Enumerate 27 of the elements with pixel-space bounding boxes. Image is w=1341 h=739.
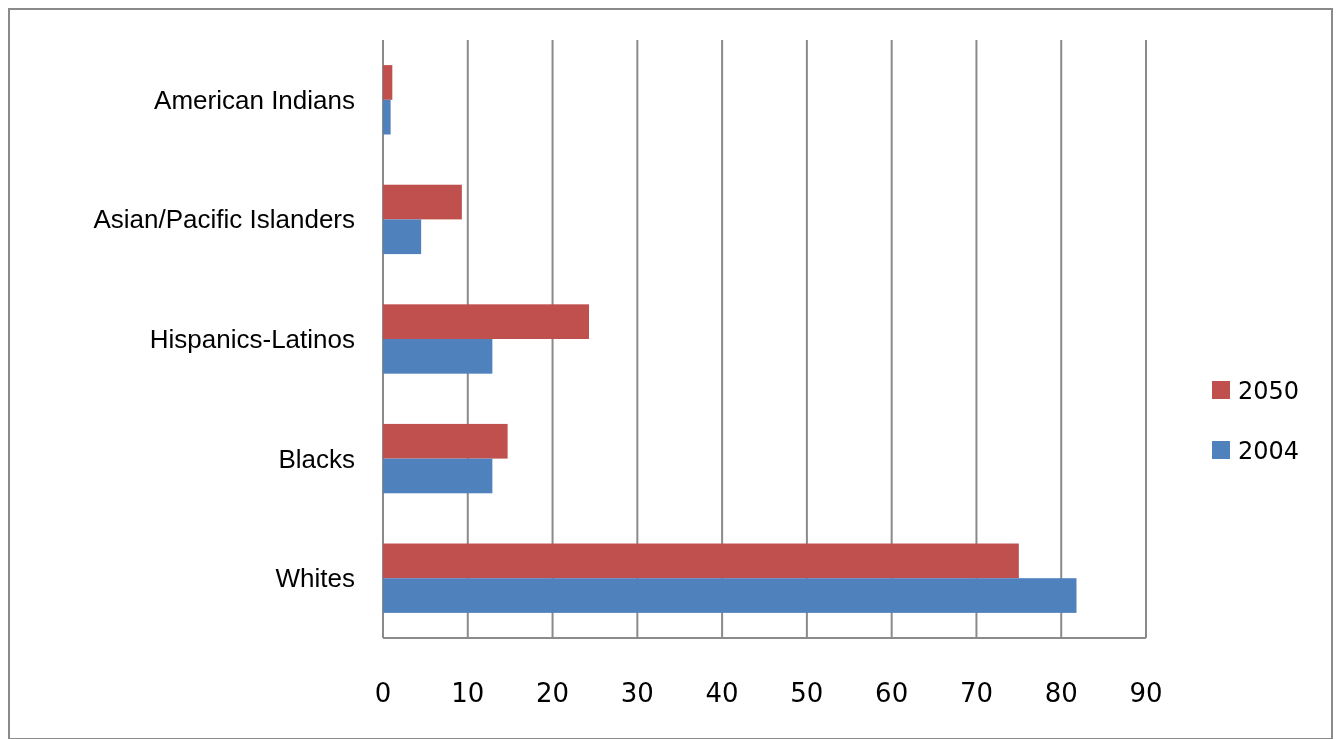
- bar: [383, 65, 393, 100]
- bar: [383, 99, 391, 135]
- y-tick-label: Asian/Pacific Islanders: [93, 204, 355, 235]
- x-tick-label: 0: [374, 678, 392, 708]
- bar: [383, 458, 493, 494]
- y-tick-label: Hispanics-Latinos: [149, 324, 355, 354]
- bar: [383, 578, 1077, 613]
- y-tick-label: Blacks: [278, 443, 355, 474]
- y-tick-label: American Indians: [154, 84, 355, 115]
- x-tick-label: 30: [620, 678, 654, 708]
- legend-label: 2004: [1238, 437, 1300, 465]
- x-tick-label: 60: [875, 678, 909, 708]
- bar: [383, 184, 462, 220]
- bar: [383, 219, 422, 255]
- x-tick-label: 90: [1129, 678, 1163, 708]
- bar: [383, 423, 508, 459]
- y-tick-label: Whites: [275, 563, 355, 594]
- legend-label: 2050: [1238, 377, 1300, 405]
- bar: [383, 304, 590, 339]
- x-tick-label: 50: [790, 678, 824, 708]
- bar: [383, 339, 493, 374]
- x-tick-label: 70: [959, 678, 993, 708]
- x-tick-label: 20: [536, 678, 570, 708]
- bar: [383, 543, 1019, 579]
- x-tick-label: 10: [451, 678, 485, 708]
- x-tick-label: 40: [705, 678, 739, 708]
- x-tick-label: 80: [1044, 678, 1078, 708]
